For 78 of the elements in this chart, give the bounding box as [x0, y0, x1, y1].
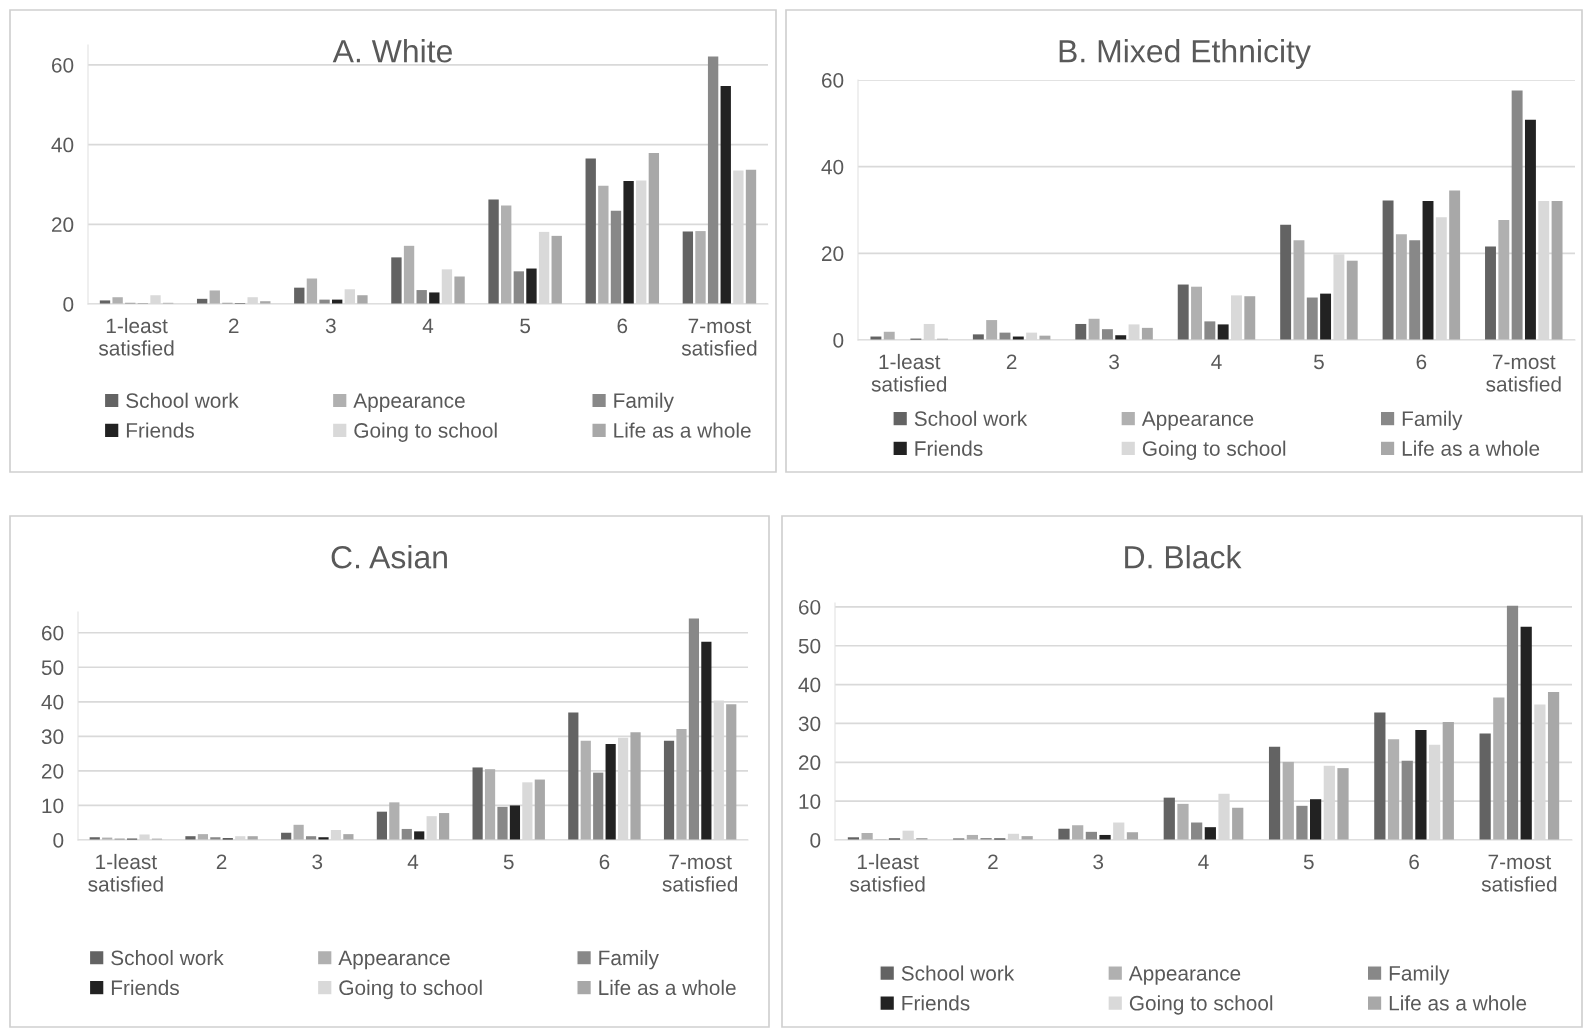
chart-title: D. Black — [1125, 545, 1242, 569]
x-tick-label: 6 — [1409, 854, 1419, 870]
x-tick-label: 7-most satisfied — [1481, 854, 1557, 892]
x-tick-label: 1-least satisfied — [871, 353, 947, 392]
x-tick-label: 4 — [407, 854, 419, 869]
legend-label: Life as a whole — [1389, 995, 1527, 1011]
legend-label: School work — [901, 965, 1015, 981]
chart-title: C. Asian — [331, 545, 447, 569]
y-tick-label: 40 — [41, 694, 64, 710]
y-tick-label: 10 — [799, 794, 821, 809]
y-tick-label: 60 — [799, 599, 821, 615]
x-tick-label: 4 — [1198, 854, 1209, 869]
y-tick-label: 30 — [41, 729, 64, 745]
x-tick-label: 7-most satisfied — [681, 318, 757, 356]
x-tick-label: 1-least satisfied — [98, 317, 174, 356]
legend-label: School work — [914, 410, 1028, 427]
legend-label: Friends — [902, 995, 970, 1011]
y-tick-label: 20 — [41, 763, 64, 779]
y-tick-label: 0 — [833, 333, 844, 348]
x-tick-label: 2 — [1006, 354, 1017, 369]
x-tick-label: 1-least satisfied — [850, 853, 925, 892]
x-tick-label: 4 — [422, 318, 434, 333]
x-tick-label: 5 — [1303, 854, 1314, 870]
legend-label: Going to school — [1142, 440, 1286, 461]
y-tick-label: 20 — [51, 217, 74, 233]
chart-title: B. Mixed Ethnicity — [1059, 39, 1311, 69]
legend-label: Friends — [915, 440, 983, 456]
legend-label: Going to school — [339, 979, 482, 1000]
x-tick-label: 4 — [1211, 354, 1222, 369]
x-tick-label: 1-least satisfied — [88, 853, 163, 892]
y-tick-label: 60 — [52, 57, 74, 73]
y-tick-label: 40 — [51, 137, 74, 153]
y-tick-label: 30 — [798, 716, 821, 732]
legend-label: Family — [1389, 965, 1450, 985]
legend-label: Appearance — [353, 393, 465, 413]
legend-label: Life as a whole — [599, 979, 736, 996]
legend-label: School work — [111, 949, 224, 966]
y-tick-label: 20 — [798, 755, 821, 771]
y-tick-label: 0 — [63, 297, 74, 312]
legend-label: Family — [599, 949, 659, 970]
x-tick-label: 3 — [1093, 854, 1104, 870]
y-tick-label: 60 — [822, 73, 844, 88]
x-tick-label: 2 — [988, 854, 998, 869]
x-tick-label: 7-most satisfied — [662, 854, 738, 892]
legend-label: Life as a whole — [1402, 440, 1540, 456]
y-tick-label: 50 — [798, 638, 821, 654]
legend-label: Family — [614, 392, 674, 413]
x-tick-label: 6 — [1416, 354, 1427, 370]
y-tick-label: 10 — [42, 798, 64, 814]
legend-label: Friends — [126, 422, 194, 438]
y-tick-label: 0 — [810, 833, 821, 848]
y-tick-label: 40 — [798, 677, 821, 693]
x-tick-label: 3 — [325, 318, 336, 334]
y-tick-label: 60 — [42, 625, 64, 641]
x-tick-label: 3 — [312, 854, 323, 870]
legend-label: Appearance — [1128, 966, 1241, 985]
x-tick-label: 3 — [1109, 354, 1119, 370]
x-tick-label: 2 — [216, 854, 227, 869]
legend-label: Going to school — [354, 422, 497, 442]
x-tick-label: 7-most satisfied — [1486, 354, 1561, 392]
x-tick-label: 5 — [1313, 354, 1324, 370]
legend-label: Going to school — [1129, 995, 1273, 1015]
chart-title: A. White — [332, 39, 452, 63]
legend-label: Friends — [111, 979, 179, 996]
x-tick-label: 5 — [520, 318, 531, 334]
x-tick-label: 6 — [617, 318, 628, 334]
legend-label: Appearance — [338, 950, 450, 970]
legend-label: Appearance — [1141, 411, 1254, 431]
legend-label: Family — [1402, 410, 1463, 431]
y-tick-label: 50 — [41, 660, 64, 676]
x-tick-label: 2 — [228, 318, 239, 333]
y-tick-label: 40 — [821, 159, 844, 175]
x-tick-label: 6 — [599, 854, 610, 870]
x-tick-label: 5 — [503, 854, 514, 870]
legend-label: Life as a whole — [614, 422, 751, 438]
y-tick-label: 0 — [53, 833, 64, 848]
y-tick-label: 20 — [821, 246, 844, 262]
legend-label: School work — [126, 392, 239, 408]
